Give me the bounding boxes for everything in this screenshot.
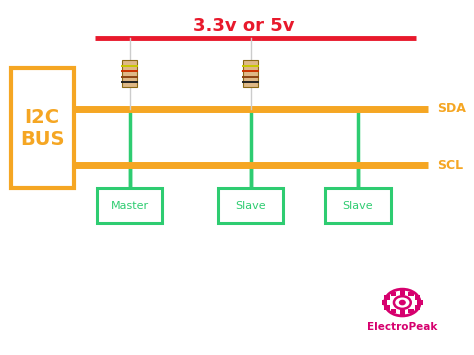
Bar bbox=[122, 60, 137, 87]
Bar bbox=[326, 188, 391, 223]
Text: 3.3v or 5v: 3.3v or 5v bbox=[193, 17, 294, 35]
Bar bbox=[409, 292, 414, 296]
Bar bbox=[415, 295, 420, 300]
Bar bbox=[400, 290, 405, 295]
Bar bbox=[391, 309, 396, 313]
Text: SDA: SDA bbox=[438, 102, 466, 115]
Text: ElectroPeak: ElectroPeak bbox=[367, 322, 438, 333]
Bar bbox=[243, 60, 258, 87]
Bar bbox=[391, 292, 396, 296]
Circle shape bbox=[400, 300, 405, 305]
Bar bbox=[409, 309, 414, 313]
Text: I2C
BUS: I2C BUS bbox=[20, 108, 64, 149]
Bar bbox=[97, 188, 162, 223]
Text: Slave: Slave bbox=[343, 201, 374, 211]
Bar bbox=[417, 300, 423, 305]
Bar bbox=[384, 305, 390, 310]
Text: Master: Master bbox=[110, 201, 149, 211]
Bar bbox=[11, 68, 73, 188]
Text: SCL: SCL bbox=[438, 159, 464, 172]
Text: Slave: Slave bbox=[236, 201, 266, 211]
Bar bbox=[218, 188, 283, 223]
Bar bbox=[415, 305, 420, 310]
Bar bbox=[382, 300, 387, 305]
Bar bbox=[384, 295, 390, 300]
Bar bbox=[400, 311, 405, 315]
